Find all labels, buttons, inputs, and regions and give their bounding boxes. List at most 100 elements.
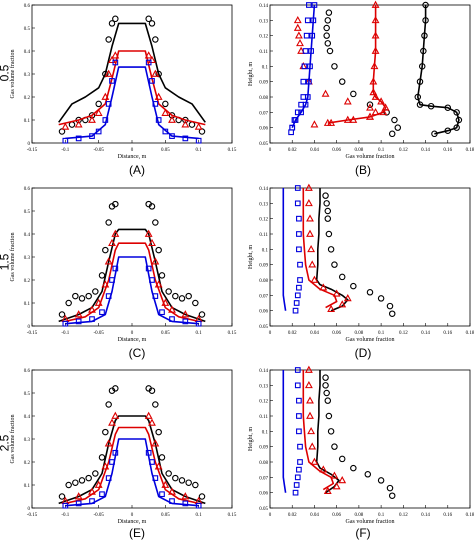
x-tick-label: 0 <box>131 148 134 153</box>
data-point-triangle <box>151 69 160 77</box>
data-point-circle <box>172 292 179 300</box>
data-point-triangle <box>366 112 374 120</box>
data-point-circle <box>58 311 66 318</box>
data-point-square <box>294 474 301 481</box>
data-series-3 <box>61 229 203 322</box>
series-line <box>315 370 340 494</box>
y-tick-label: 0.4 <box>24 415 31 420</box>
data-point-circle <box>145 15 152 23</box>
series-line <box>58 50 206 126</box>
y-tick-label: 0.07 <box>259 476 268 481</box>
y-tick-label: 0.4 <box>24 50 31 55</box>
data-point-circle <box>92 288 99 295</box>
x-tick-label: 0.08 <box>355 331 364 336</box>
data-point-triangle <box>94 108 103 116</box>
data-point-circle <box>112 15 119 23</box>
panel-label-a: (A) <box>129 163 145 177</box>
data-point-circle <box>172 474 179 482</box>
data-point-triangle <box>327 304 336 312</box>
y-tick-label: 0.1 <box>262 65 269 70</box>
data-point-circle <box>331 63 338 70</box>
y-tick-label: 0.06 <box>259 492 268 497</box>
data-point-circle <box>85 292 92 300</box>
y-tick-label: 0.12 <box>259 35 268 40</box>
data-series-1 <box>58 200 206 318</box>
data-point-square <box>308 48 314 54</box>
x-tick-label: -0.1 <box>61 148 69 153</box>
data-point-circle <box>391 116 398 124</box>
data-point-square <box>75 500 82 507</box>
data-point-triangle <box>181 492 190 500</box>
data-series-4 <box>302 188 338 309</box>
data-point-triangle <box>310 120 319 128</box>
data-point-circle <box>72 479 79 486</box>
data-point-square <box>307 63 313 70</box>
data-series-3 <box>61 411 203 504</box>
data-point-circle <box>326 47 334 55</box>
x-axis-label: Gas volume fraction <box>346 153 395 160</box>
data-point-circle <box>152 401 159 408</box>
data-point-square <box>297 443 303 450</box>
data-point-triangle <box>306 396 314 404</box>
y-tick-label: 0.11 <box>259 50 268 55</box>
x-tick-label: 0.14 <box>421 513 430 518</box>
data-point-circle <box>112 385 119 392</box>
data-point-circle <box>394 124 402 131</box>
data-point-triangle <box>144 51 153 59</box>
data-series-1 <box>322 374 396 499</box>
data-point-square <box>99 491 105 498</box>
data-point-triangle <box>379 107 388 116</box>
data-series-3 <box>304 365 347 494</box>
x-axis-label: Distance, m <box>118 519 147 525</box>
data-point-circle <box>427 102 435 110</box>
x-tick-label: 0 <box>131 513 134 518</box>
data-point-square <box>293 482 300 488</box>
x-tick-label: 0 <box>269 148 272 153</box>
data-point-square <box>112 59 119 66</box>
data-series-5 <box>62 59 202 144</box>
data-point-square <box>303 32 310 39</box>
data-series-6 <box>282 370 287 493</box>
x-tick-label: 0 <box>269 513 272 518</box>
data-point-triangle <box>310 457 319 465</box>
data-point-circle <box>388 492 396 499</box>
data-series-6 <box>65 66 199 140</box>
data-point-circle <box>322 382 329 389</box>
y-tick-label: 0.13 <box>259 384 268 389</box>
x-tick-label: 0.04 <box>310 513 319 518</box>
data-series-4 <box>65 426 199 505</box>
data-point-circle <box>198 493 206 500</box>
x-tick-label: 0.04 <box>310 148 319 153</box>
x-axis-label: Gas volume fraction <box>346 518 395 525</box>
data-point-circle <box>95 100 102 108</box>
data-point-square <box>294 382 301 389</box>
data-series-4 <box>323 0 390 126</box>
chart-panel-3: -0.15 -0.1 -0.05 0 0.05 0.1 0.15 0 0.1 0.2 0.3 0.4 0… <box>9 187 237 343</box>
x-tick-label: 0.08 <box>355 148 364 153</box>
data-point-triangle <box>74 492 83 500</box>
x-tick-label: 0 <box>131 331 134 336</box>
y-tick-label: 0.14 <box>259 369 268 374</box>
data-point-circle <box>386 302 394 310</box>
data-point-circle <box>422 17 429 24</box>
series-line <box>65 66 199 140</box>
plot-frame <box>269 369 471 509</box>
data-point-circle <box>108 20 116 27</box>
data-point-triangle <box>168 115 176 123</box>
data-point-square <box>292 117 299 123</box>
y-axis-label: Gas volume fraction <box>9 415 16 464</box>
data-point-triangle <box>74 120 83 128</box>
y-tick-label: 0.13 <box>259 19 268 24</box>
series-line <box>291 4 316 129</box>
data-point-triangle <box>308 442 317 450</box>
series-line <box>65 242 199 323</box>
y-tick-label: 0.3 <box>24 73 31 78</box>
data-point-triangle <box>181 120 190 128</box>
chart-panel-4: 0 0.02 0.04 0.06 0.08 0.1 0.12 0.14 0.16 0.18 0.05… <box>248 183 474 343</box>
data-point-circle <box>323 389 330 397</box>
y-tick-label: 0.14 <box>259 187 268 192</box>
y-tick-label: 0.3 <box>24 256 31 261</box>
data-point-triangle <box>296 38 304 47</box>
data-point-circle <box>155 428 162 436</box>
data-point-square <box>310 17 317 24</box>
